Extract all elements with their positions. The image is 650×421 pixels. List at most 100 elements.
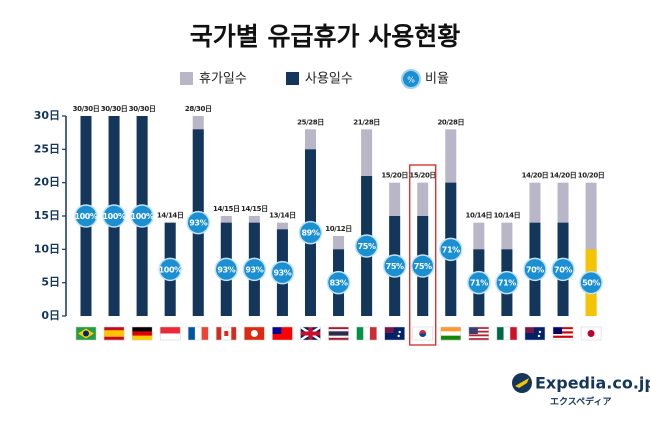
flag-stripe	[440, 335, 461, 341]
ratio-label: 75%	[358, 242, 376, 251]
ratio-marker	[214, 257, 239, 282]
flag-stripe	[221, 327, 227, 340]
flag-border	[356, 326, 377, 341]
flag-stripe	[160, 327, 181, 334]
flag-stripe	[496, 327, 504, 340]
flag	[524, 326, 546, 341]
y-tick-label: 20日	[34, 176, 60, 189]
ratio-marker	[242, 257, 267, 282]
flag-border	[216, 326, 237, 341]
ratio-label: 71%	[498, 279, 516, 288]
flag-stripe	[226, 327, 232, 340]
ratio-marker	[523, 257, 547, 282]
ratio-label: 71%	[470, 279, 488, 288]
flag-border	[131, 326, 153, 341]
chart-title: 국가별 유급휴가 사용현황	[190, 22, 460, 51]
flag-canton	[553, 327, 563, 334]
flag-stripe	[201, 327, 209, 340]
flag-disc	[250, 330, 258, 337]
flag-star	[537, 334, 541, 338]
bar-label: 10/20日	[578, 172, 605, 180]
bar-label: 14/14日	[157, 212, 184, 220]
bar-label: 10/14日	[494, 212, 521, 220]
ratio-label: 100%	[159, 265, 182, 274]
ratio-marker	[382, 254, 407, 278]
y-tick-label: 25日	[34, 142, 60, 155]
y-tick-label: 0日	[41, 309, 60, 322]
flag-border	[496, 326, 518, 341]
flag-stripe	[369, 327, 377, 340]
flag-stripe	[328, 335, 349, 339]
flag	[384, 326, 405, 341]
logo-subtitle: エクスペディア	[550, 396, 611, 408]
flag-stripe	[510, 327, 518, 340]
flag-stripe	[553, 327, 574, 330]
flag-stripe	[104, 330, 125, 334]
flag-stripe	[553, 329, 574, 332]
ratio-marker	[298, 220, 323, 245]
bar-label: 30/30日	[129, 105, 156, 113]
flag	[356, 326, 377, 341]
flag-stripe	[328, 331, 349, 334]
flag-border	[552, 326, 574, 341]
flag-stripe	[468, 336, 489, 339]
flag-border	[468, 326, 490, 341]
legend-swatch	[180, 72, 193, 85]
flag-stripe	[231, 327, 237, 340]
legend-icon-label: %	[407, 76, 415, 85]
flag	[580, 326, 602, 341]
bar-label: 30/30日	[73, 105, 100, 113]
flag-stripe	[328, 337, 349, 341]
flag	[468, 326, 490, 341]
ratio-label: 93%	[273, 269, 291, 278]
flag-canton	[384, 327, 394, 333]
bar-label: 15/20日	[381, 172, 408, 180]
flag-stripe	[553, 335, 574, 339]
ratio-label: 83%	[330, 279, 348, 288]
flag-taeguk	[419, 330, 427, 334]
ratio-marker	[326, 270, 351, 295]
flag-stripe	[468, 338, 489, 341]
flag-stripe	[132, 335, 153, 341]
ratio-marker	[74, 204, 98, 228]
y-tick-label: 10日	[34, 242, 60, 255]
y-tick-label: 15日	[34, 209, 60, 222]
bar-label: 14/20日	[522, 172, 549, 180]
flag	[103, 326, 125, 341]
flag-stripe	[216, 327, 222, 340]
highlight-box	[409, 164, 437, 346]
flag-stripe	[104, 333, 125, 337]
logo: Expedia.co.jp エクスペディア	[512, 373, 650, 408]
flag-border	[328, 326, 349, 341]
bar-label: 10/14日	[466, 212, 493, 220]
y-tick-label: 30日	[34, 109, 60, 122]
flag-stripe	[553, 333, 574, 336]
flag-stripe	[132, 327, 153, 332]
ratio-marker	[579, 270, 603, 295]
flag-border	[384, 326, 405, 341]
flag	[244, 326, 265, 341]
logo-plane	[515, 378, 529, 388]
flag	[440, 326, 462, 341]
y-tick-label: 5日	[41, 276, 60, 289]
flag-stripe	[104, 327, 125, 331]
flag-star	[538, 330, 542, 334]
ratio-marker	[495, 270, 519, 295]
flag-stripe	[468, 330, 489, 333]
bar-label: 14/15日	[213, 205, 240, 213]
flag-stripe	[468, 327, 489, 330]
flag-stripe	[363, 327, 371, 340]
ratio-label: 89%	[302, 229, 320, 238]
flag-stripe	[356, 327, 364, 340]
flag-stripe	[328, 327, 349, 330]
flag-stripe	[194, 327, 202, 340]
flag-border	[412, 326, 433, 341]
ratio-marker	[551, 257, 575, 282]
legend-swatch	[401, 69, 421, 89]
flag-stripe	[328, 333, 349, 336]
legend-label: 휴가일수	[199, 72, 247, 87]
flag	[131, 326, 153, 341]
flag-border	[159, 326, 181, 341]
flag-stripe	[553, 337, 574, 341]
flag	[159, 326, 181, 341]
